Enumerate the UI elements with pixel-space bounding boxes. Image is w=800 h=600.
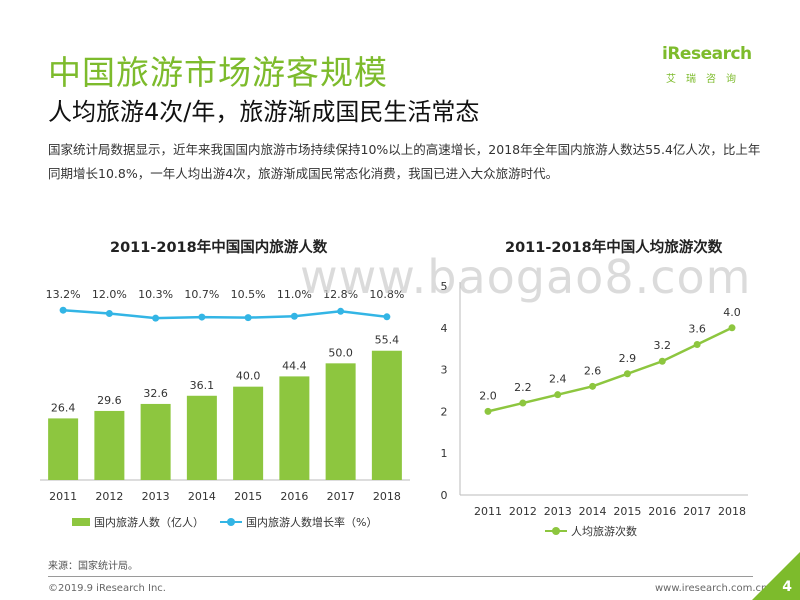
trips-value-label: 3.2 — [654, 339, 672, 352]
page-title: 中国旅游市场游客规模 — [48, 53, 388, 92]
x-tick-label: 2016 — [280, 490, 308, 503]
logo-wordmark: iResearch — [662, 44, 752, 64]
y-tick-label: 0 — [441, 489, 448, 502]
x-tick-label: 2011 — [49, 490, 77, 503]
growth-rate-point — [290, 312, 298, 320]
legend-green-line-label: 人均旅游次数 — [571, 525, 637, 538]
growth-rate-point — [244, 314, 252, 322]
right-chart-title: 2011-2018年中国人均旅游次数 — [505, 240, 723, 256]
body-paragraph: 国家统计局数据显示，近年来我国国内旅游市场持续保持10%以上的高速增长，2018… — [48, 142, 761, 181]
x-tick-label: 2016 — [648, 505, 676, 518]
growth-rate-label: 11.0% — [277, 288, 312, 301]
x-tick-label: 2017 — [683, 505, 711, 518]
bar — [186, 395, 217, 480]
trips-point — [693, 341, 701, 349]
growth-rate-label: 12.0% — [92, 288, 127, 301]
x-tick-label: 2013 — [142, 490, 170, 503]
trips-point — [623, 370, 631, 378]
x-tick-label: 2012 — [95, 490, 123, 503]
trips-point — [658, 357, 666, 365]
trips-value-label: 2.2 — [514, 381, 532, 394]
growth-rate-point — [152, 314, 160, 322]
x-tick-label: 2015 — [234, 490, 262, 503]
bar-value-label: 29.6 — [97, 394, 122, 407]
x-tick-label: 2018 — [373, 490, 401, 503]
bar — [279, 376, 310, 480]
bar-value-label: 32.6 — [143, 387, 168, 400]
trips-value-label: 2.6 — [584, 364, 602, 377]
trips-value-label: 2.4 — [549, 373, 567, 386]
x-tick-label: 2015 — [613, 505, 641, 518]
copyright: ©2019.9 iResearch Inc. — [48, 583, 166, 594]
bar — [140, 403, 171, 480]
legend-line-swatch — [220, 518, 242, 526]
growth-rate-point — [198, 313, 206, 321]
x-tick-label: 2013 — [544, 505, 572, 518]
trips-value-label: 2.0 — [479, 389, 497, 402]
x-tick-label: 2011 — [474, 505, 502, 518]
growth-rate-label: 12.8% — [323, 288, 358, 301]
bar-value-label: 44.4 — [282, 359, 307, 372]
source-note: 来源：国家统计局。 — [48, 561, 138, 572]
growth-rate-label: 10.7% — [184, 288, 219, 301]
page-corner: 4 — [752, 552, 800, 600]
left-chart-title: 2011-2018年中国国内旅游人数 — [110, 240, 328, 256]
growth-rate-label: 10.3% — [138, 288, 173, 301]
logo-cn-text: 艾瑞咨询 — [666, 74, 746, 85]
legend-green-line-swatch — [545, 527, 567, 535]
watermark: www.baogao8.com — [300, 250, 752, 304]
growth-rate-label: 13.2% — [46, 288, 81, 301]
x-tick-label: 2014 — [188, 490, 216, 503]
page-subtitle: 人均旅游4次/年，旅游渐成国民生活常态 — [48, 98, 480, 126]
left-chart-legend: 国内旅游人数（亿人） 国内旅游人数增长率（%） — [72, 514, 377, 530]
bar — [325, 363, 356, 480]
growth-rate-point — [337, 307, 345, 315]
legend-bar-label: 国内旅游人数（亿人） — [94, 516, 204, 529]
bar — [371, 350, 402, 480]
legend-line-label: 国内旅游人数增长率（%） — [246, 516, 378, 529]
y-tick-label: 5 — [441, 280, 448, 293]
growth-rate-label: 10.8% — [369, 288, 404, 301]
bar-value-label: 55.4 — [375, 334, 400, 347]
trips-point — [589, 382, 597, 390]
iresearch-logo: iResearch 艾瑞咨询 — [662, 44, 762, 92]
trips-point — [728, 324, 736, 332]
bar-value-label: 36.1 — [190, 379, 215, 392]
right-chart-legend: 人均旅游次数 — [545, 523, 637, 539]
y-tick-label: 1 — [441, 447, 448, 460]
bar — [233, 386, 264, 480]
footer-divider — [48, 576, 753, 577]
y-tick-label: 2 — [441, 405, 448, 418]
growth-rate-line — [63, 308, 388, 320]
bar — [94, 410, 125, 480]
trips-line — [487, 326, 733, 413]
y-tick-label: 4 — [441, 322, 448, 335]
x-tick-label: 2017 — [327, 490, 355, 503]
x-tick-label: 2018 — [718, 505, 746, 518]
growth-rate-label: 10.5% — [231, 288, 266, 301]
trips-value-label: 2.9 — [619, 352, 637, 365]
tourists-bar-line-chart: 26.4 2011 29.6 2012 32.6 2013 36.1 2014 40.0 2015… — [40, 288, 410, 503]
page-number: 4 — [782, 579, 792, 595]
trips-value-label: 4.0 — [723, 306, 741, 319]
y-tick-label: 3 — [441, 364, 448, 377]
x-tick-label: 2012 — [509, 505, 537, 518]
corner-triangle — [752, 552, 800, 600]
trips-point — [519, 399, 527, 407]
trips-point — [484, 407, 492, 415]
bar — [48, 418, 79, 480]
bar-value-label: 50.0 — [328, 346, 353, 359]
trips-value-label: 3.6 — [688, 323, 706, 336]
x-tick-label: 2014 — [579, 505, 607, 518]
site-url: www.iresearch.com.cn — [655, 583, 768, 594]
bar-value-label: 26.4 — [51, 401, 76, 414]
trips-point — [554, 391, 562, 399]
per-capita-trips-line-chart: 0 1 2 3 4 5 2.0 2011 2.2 2012 2.4 2013 2.6 2014 2.9 201… — [441, 280, 748, 518]
bar-value-label: 40.0 — [236, 370, 261, 383]
growth-rate-point — [105, 310, 113, 317]
growth-rate-point — [383, 313, 391, 321]
growth-rate-point — [59, 306, 67, 314]
legend-bar-swatch — [72, 518, 90, 526]
